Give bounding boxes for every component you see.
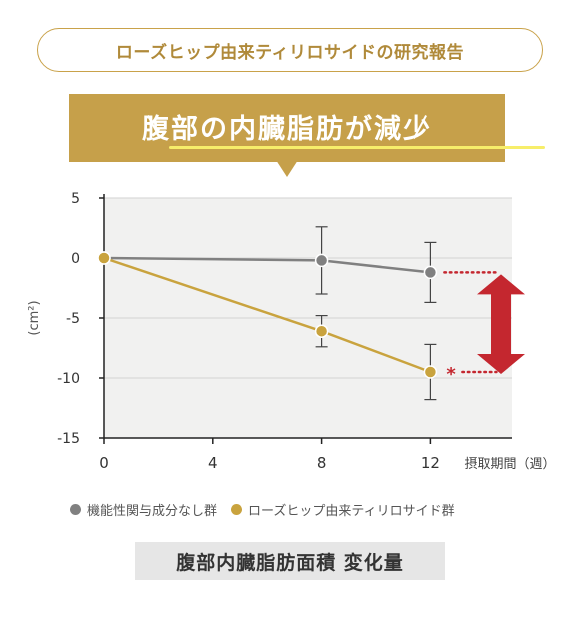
chart-caption: 腹部内臓脂肪面積 変化量 bbox=[135, 542, 445, 580]
annotation-layer: * bbox=[443, 271, 525, 385]
x-axis-label: 摂取期間（週） bbox=[464, 456, 555, 472]
banner-underline bbox=[169, 146, 545, 149]
difference-arrow bbox=[477, 274, 525, 374]
data-point-1 bbox=[314, 324, 329, 338]
y-tick-label: 5 bbox=[71, 191, 80, 207]
legend-dot-control bbox=[70, 504, 81, 515]
banner-pointer bbox=[276, 160, 298, 177]
legend-item-control: 機能性関与成分なし群 bbox=[70, 500, 217, 519]
y-tick-label: -10 bbox=[57, 371, 80, 387]
y-axis-label: (cm²) bbox=[27, 300, 42, 335]
y-tick-label: -5 bbox=[66, 311, 80, 327]
x-tick-label: 4 bbox=[208, 454, 218, 472]
headline-banner: 腹部の内臓脂肪が減少 bbox=[69, 94, 545, 162]
data-point-1 bbox=[97, 251, 111, 265]
x-tick-label: 8 bbox=[317, 454, 327, 472]
study-title: ローズヒップ由来ティリロサイドの研究報告 bbox=[115, 42, 465, 63]
data-point-0 bbox=[423, 265, 438, 280]
significance-mark: * bbox=[446, 364, 456, 385]
axes: 5 0 -5 -10 -15 0 4 8 12 bbox=[57, 191, 512, 472]
legend-label-control: 機能性関与成分なし群 bbox=[87, 504, 218, 519]
legend-item-tiliroside: ローズヒップ由来ティリロサイド群 bbox=[231, 500, 455, 519]
banner-title: 腹部の内臓脂肪が減少 bbox=[142, 114, 432, 145]
legend-label-tiliroside: ローズヒップ由来ティリロサイド群 bbox=[248, 504, 455, 519]
line-chart: 5 0 -5 -10 -15 0 4 8 12 * (cm²) 摂取期間（週） bbox=[27, 191, 556, 472]
legend: 機能性関与成分なし群 ローズヒップ由来ティリロサイド群 bbox=[70, 500, 469, 519]
y-tick-label: 0 bbox=[71, 251, 80, 267]
x-tick-label: 12 bbox=[421, 454, 440, 472]
series-layer bbox=[97, 226, 438, 401]
data-point-1 bbox=[423, 365, 438, 379]
study-title-pill: ローズヒップ由来ティリロサイドの研究報告 bbox=[37, 28, 543, 72]
legend-dot-tiliroside bbox=[231, 504, 243, 515]
data-point-0 bbox=[314, 253, 329, 268]
y-tick-label: -15 bbox=[57, 431, 80, 447]
x-tick-label: 0 bbox=[99, 454, 109, 472]
